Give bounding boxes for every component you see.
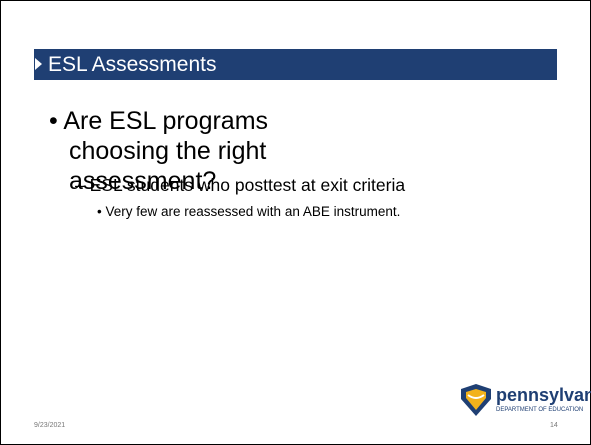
- logo-name: pennsylvania: [496, 385, 591, 405]
- slide-title: ESL Assessments: [48, 53, 217, 76]
- logo-icon: [461, 384, 491, 416]
- bullet: – ESL students who posttest at exit crit…: [75, 175, 406, 195]
- title-arrow: [35, 58, 42, 70]
- bullet-text: Are ESL programs choosing the right asse…: [63, 107, 269, 195]
- page-number: 14: [550, 422, 558, 429]
- bullet-text: Very few are reassessed with an ABE inst…: [105, 204, 401, 219]
- bullet: • Are ESL programs choosing the right as…: [49, 107, 269, 195]
- bullet-text: ESL students who posttest at exit criter…: [89, 175, 406, 195]
- title-bar: ESL Assessments: [34, 49, 557, 80]
- logo-subtitle: DEPARTMENT OF EDUCATION: [496, 407, 584, 413]
- footer-date: 9/23/2021: [34, 422, 66, 429]
- bullet: • Very few are reassessed with an ABE in…: [97, 204, 401, 219]
